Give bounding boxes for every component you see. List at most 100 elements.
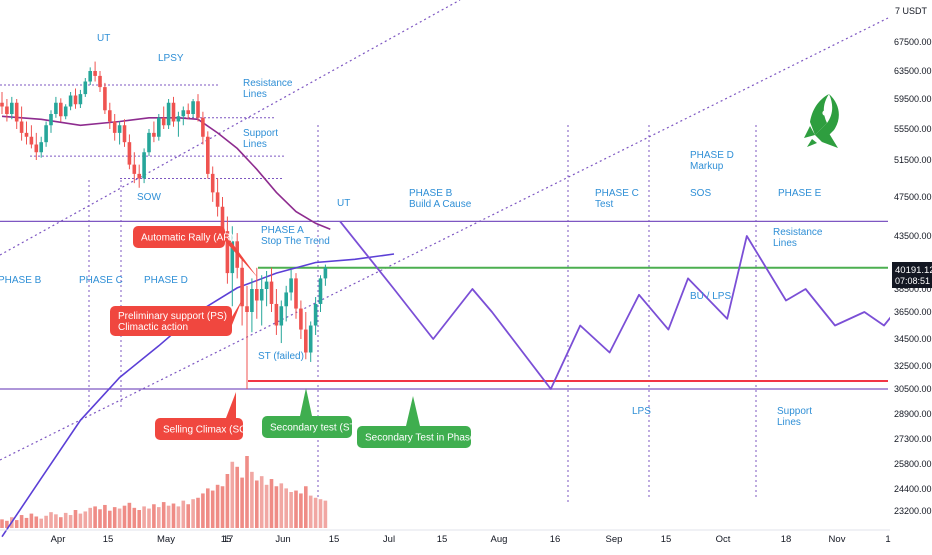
candle-body	[98, 75, 102, 88]
annotation-phase-d-left-line: PHASE D	[144, 275, 188, 286]
annotation-phase-a-line: PHASE A	[261, 225, 304, 236]
candle-body	[240, 267, 244, 307]
secondary-test-phase-b-callout-text: Secondary Test in Phase B	[365, 433, 485, 444]
secondary-test-callout-pointer	[300, 388, 312, 416]
annotation-ut-top: UT	[97, 33, 110, 44]
volume-bar	[142, 506, 146, 528]
annotation-resistance-lines-right-line: Resistance	[773, 227, 823, 238]
volume-bar	[230, 461, 235, 528]
volume-bar	[279, 483, 284, 528]
volume-bar	[308, 495, 313, 528]
time-tick-label: 15	[661, 534, 672, 545]
volume-bar	[14, 520, 19, 528]
annotation-phase-c-left: PHASE C	[79, 275, 123, 286]
annotation-phase-e: PHASE E	[778, 188, 822, 199]
volume-bar	[83, 511, 88, 528]
volume-bar	[220, 486, 225, 528]
rocket-fin-left	[804, 126, 815, 138]
candle-body	[117, 125, 122, 133]
annotation-resistance-lines-top-line: Resistance	[243, 78, 293, 89]
candle-body	[206, 136, 210, 174]
price-tick-label: 55500.00	[894, 124, 932, 134]
price-countdown-label: 07:08:51	[895, 276, 930, 286]
candle-body	[289, 278, 293, 293]
volume-bar	[186, 504, 190, 528]
candle-body	[103, 87, 107, 111]
price-tick-label: 43500.00	[894, 231, 932, 241]
time-tick-label: 16	[550, 534, 561, 545]
price-tick-label: 59500.00	[894, 94, 932, 104]
volume-bar	[225, 474, 230, 528]
candle-body	[225, 231, 230, 274]
candle-body	[24, 132, 29, 137]
candle-body	[264, 281, 269, 289]
slow-moving-average-line	[1, 253, 395, 538]
volume-bar	[323, 500, 328, 528]
volume-bar	[147, 508, 151, 528]
secondary-test-phase-b-callout-pointer	[406, 396, 420, 426]
volume-bar	[294, 490, 298, 528]
annotation-bu-lps: BU / LPS	[690, 291, 731, 302]
automatic-rally-callout: Automatic Rally (AR)	[133, 226, 258, 278]
annotation-lpsy-line: LPSY	[158, 53, 184, 64]
time-tick-label: Sep	[606, 534, 623, 545]
secondary-test-callout-text-line: Secondary test (ST)	[270, 423, 359, 434]
candle-body	[137, 173, 141, 179]
secondary-test-callout-text: Secondary test (ST)	[270, 423, 359, 434]
annotation-phase-b: PHASE B Build A Cause	[409, 188, 472, 210]
projected-price-path	[339, 220, 932, 390]
volume-bar	[313, 497, 318, 528]
candle-body	[44, 125, 48, 143]
annotation-resistance-lines-right-line: Lines	[773, 238, 797, 249]
annotation-phase-d-left: PHASE D	[144, 275, 188, 286]
candle-body	[0, 102, 4, 107]
volume-bar	[210, 490, 215, 528]
candle-body	[220, 206, 225, 232]
volume-bar	[166, 505, 171, 528]
volume-bar	[19, 515, 24, 528]
candle-body	[294, 278, 298, 309]
candle-body	[108, 110, 112, 122]
selling-climax-callout-box	[155, 418, 243, 440]
candle-body	[215, 192, 220, 207]
automatic-rally-callout-box	[133, 226, 225, 248]
annotation-bu-lps-line: BU / LPS	[690, 291, 731, 302]
time-tick-label: May	[157, 534, 175, 545]
annotation-sos: SOS	[690, 188, 711, 199]
price-tick-label: 25800.00	[894, 459, 932, 469]
volume-bar	[54, 514, 58, 528]
price-tick-label: 47500.00	[894, 192, 932, 202]
volume-bar	[255, 480, 259, 528]
rocket-fin-right	[822, 130, 838, 148]
levels-layer	[0, 84, 888, 390]
annotation-support-lines-top-line: Support	[243, 128, 278, 139]
price-tick-label: 34500.00	[894, 334, 932, 344]
selling-climax-callout-pointer	[226, 392, 236, 418]
annotation-sow-line: SOW	[137, 192, 161, 203]
candle-body	[152, 132, 156, 137]
volume-bar	[201, 493, 205, 528]
preliminary-support-callout-text-line: Climactic action	[118, 322, 188, 333]
candle-body	[34, 144, 39, 153]
candle-body	[304, 329, 308, 353]
annotation-st-failed: ST (failed)	[258, 351, 304, 362]
candle-body	[49, 114, 53, 126]
volume-bar	[63, 512, 68, 528]
annotation-phase-c-line: PHASE C	[595, 188, 639, 199]
candle-body	[269, 281, 274, 304]
volume-bar	[5, 520, 9, 528]
annotation-phase-c-line: Test	[595, 199, 614, 210]
price-tick-label: 51500.00	[894, 155, 932, 165]
time-tick-label: Jun	[275, 534, 290, 545]
volume-bar	[299, 493, 303, 528]
current-price-box	[892, 262, 932, 288]
volume-bar	[191, 499, 195, 528]
annotation-support-lines-top: Support Lines	[243, 128, 278, 150]
time-tick-label: Oct	[716, 534, 731, 545]
volume-bar	[78, 513, 83, 528]
annotation-phase-a-line: Stop The Trend	[261, 236, 330, 247]
annotation-phase-c: PHASE C Test	[595, 188, 639, 210]
time-tick-label: Jul	[383, 534, 395, 545]
candle-body	[127, 142, 132, 165]
